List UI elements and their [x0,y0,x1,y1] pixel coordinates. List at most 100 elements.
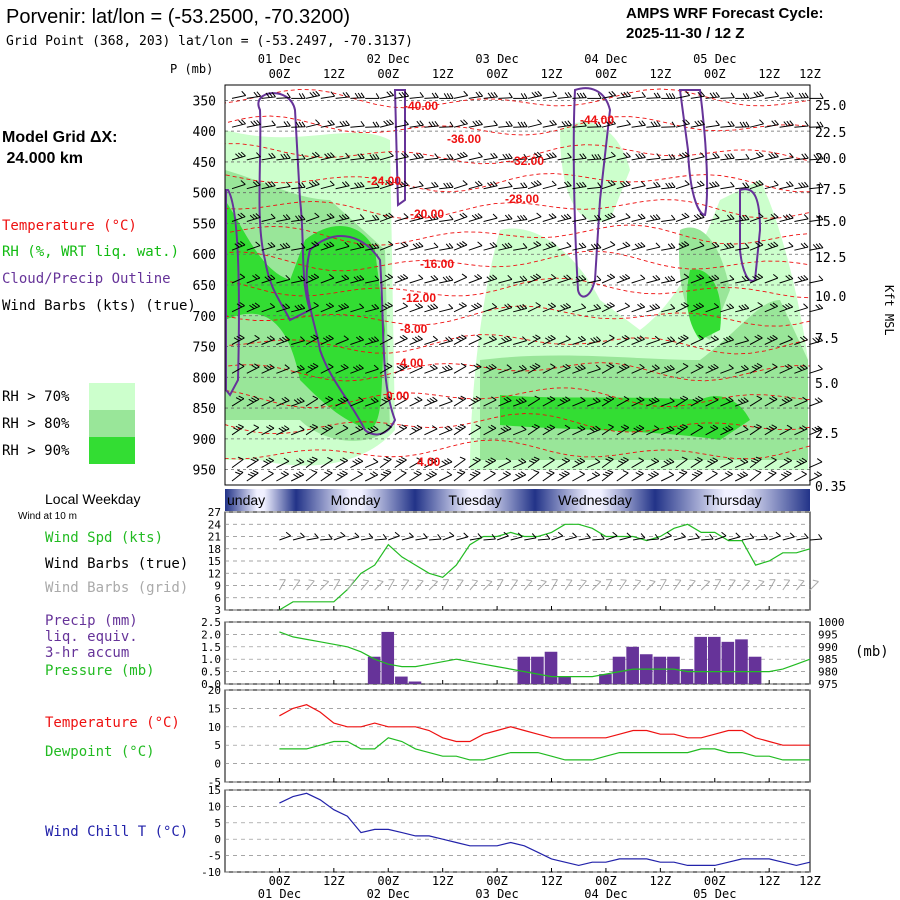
date-tick-label: 03 Dec [475,52,518,66]
wind-barb [690,152,705,161]
height-tick-label: 0.35 [815,480,846,495]
panel-tick-label: 1.0 [201,653,221,666]
wind-barb [394,180,409,190]
panel-tick-label: 0.0 [201,678,221,691]
wind-barb [587,336,601,345]
wind-barb [468,470,481,482]
wind-barb [749,363,763,374]
wind-barb [453,212,468,222]
wind-barb [379,119,394,128]
date-tick-label: 05 Dec [693,887,736,900]
wind-barb [542,470,555,482]
wind-barb [290,471,305,482]
pressure-tick-label: 750 [193,341,216,356]
grid-wind-barb [578,579,587,591]
wind-barb [350,120,365,128]
wind-barb [409,396,423,407]
wind-barb [690,456,703,469]
panel-tick-label: 15 [208,784,221,797]
wind-barb [542,180,557,190]
rh-key-label: RH > 90% [2,443,70,459]
wind-barb [646,425,660,436]
wind-barb [631,91,646,99]
wind-barb [350,364,364,374]
wind-barb [379,180,394,190]
wind-barb [513,243,528,251]
surface-wind-barb [469,533,483,541]
wind-barb [586,458,601,469]
wind-barb [690,363,704,374]
wind-barb [468,213,483,222]
panel-tick-label: 12 [208,567,221,580]
precip-bar [381,631,395,684]
pressure-tick-label: 800 [193,371,216,386]
wind-barb [498,214,513,222]
wind-barb [453,90,469,99]
wind-barb [809,93,824,99]
wind-barb [631,241,646,251]
wind-barb [291,364,305,374]
wind-barb [572,303,587,313]
wind-barb [424,120,439,128]
surface-wind-barb [646,533,660,541]
wind-barb [720,242,735,251]
wind-barb [557,396,571,407]
grid-wind-barb [374,579,384,591]
wind-barb [409,363,423,374]
wind-barb [305,334,319,345]
wind-barb [290,458,305,469]
wind-barb [794,396,808,407]
grid-point-subtitle: Grid Point (368, 203) lat/lon = (-53.249… [6,34,413,49]
wind-barb [616,395,630,407]
wind-barb [468,241,483,251]
height-tick-label: 7.5 [815,332,838,347]
wind-barb [794,457,808,469]
wind-barb [246,424,260,436]
weekday-cell [225,489,296,511]
wind-barb [409,91,424,99]
hour-tick-label: 12Z [432,874,454,888]
wind-barb [231,302,245,313]
pressure-tick-label: 990 [818,641,838,654]
temperature-contour [224,334,811,355]
surface-wind-barb [701,533,714,541]
wind-barb [246,302,260,313]
wind-barb [557,335,571,345]
wind-barb [557,470,570,482]
wind-barb [735,121,750,128]
wind-barb [305,469,318,482]
legend-cloud-outline: Cloud/Precip Outline [2,271,171,287]
wind-barb [291,214,306,222]
wind-barb [365,364,379,374]
pressure-axis-title: P (mb) [170,62,213,76]
grid-wind-barb [469,579,478,591]
grid-wind-barb [755,579,765,591]
wind-barb [424,181,439,190]
precip-bar [707,636,721,684]
wind-barb [646,181,661,190]
height-axis-ticks: 25.0 22.5 20.0 17.5 15.0 12.5 10.0 7.5 5.0 2.5 0.3… [815,99,846,495]
wind-barb [320,456,333,469]
wind-barb [305,395,319,407]
hour-tick-label: 00Z [595,67,617,81]
wind-barb [246,119,261,128]
wind-barb [601,151,616,161]
surface-wind-barb [592,533,605,541]
panel-tick-label: 18 [208,543,221,556]
wind-barb [498,457,512,469]
wind-barb [749,302,763,313]
pressure-tick-label: 950 [193,464,216,479]
wind-barb [261,152,276,161]
wind-barb [572,92,587,99]
precip-bar [544,651,558,684]
wind-barb [276,214,291,222]
wind-barb [661,153,676,161]
temperature-contour-label: 0.00 [386,389,410,403]
wind-barb [364,458,379,469]
wind-barb [513,364,527,374]
wind-barb [350,396,364,407]
wind-barb [705,335,719,345]
wind-barb [749,119,764,128]
wind-barb [661,182,676,190]
wind-barb [616,456,629,469]
